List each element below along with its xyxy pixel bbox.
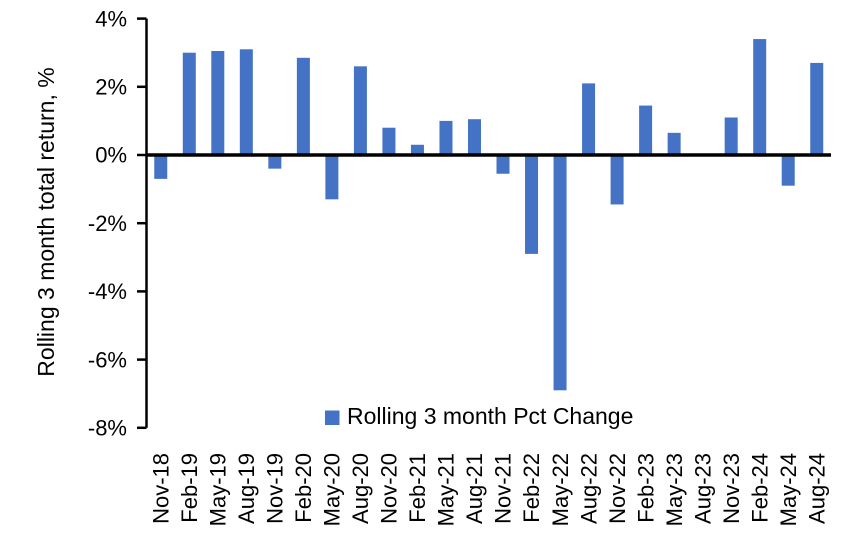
x-tick-label: May-22	[548, 453, 573, 526]
x-tick-label: Feb-22	[519, 453, 544, 523]
x-tick-label: Nov-23	[719, 453, 744, 524]
bar-Nov-20	[382, 127, 396, 155]
bar-Nov-18	[154, 155, 168, 179]
legend: Rolling 3 month Pct Change	[325, 403, 633, 429]
x-tick-label: Aug-21	[462, 453, 487, 524]
x-tick-label: May-19	[206, 453, 231, 526]
x-axis-labels: Nov-18 Feb-19 May-19 Aug-19 Nov-19 Feb-20 May-…	[148, 453, 829, 526]
x-tick-label: Feb-19	[177, 453, 202, 523]
x-tick-label: Aug-19	[234, 453, 259, 524]
x-tick-label: May-24	[776, 453, 801, 526]
bar-May-19	[211, 50, 225, 156]
x-tick-label: Nov-22	[605, 453, 630, 524]
bar-Nov-19	[268, 155, 282, 169]
y-tick-label: 4%	[95, 6, 127, 31]
y-tick-label: 2%	[95, 75, 127, 100]
y-tick-label: -8%	[88, 416, 127, 441]
bar-Feb-22	[525, 155, 539, 254]
bar-May-24	[781, 155, 795, 186]
y-tick-label: -2%	[88, 211, 127, 236]
x-tick-label: Nov-19	[263, 453, 288, 524]
bar-Feb-23	[639, 105, 653, 155]
x-tick-label: Feb-20	[291, 453, 316, 523]
x-tick-label: Aug-20	[348, 453, 373, 524]
y-axis: 4% 2% 0% -2% -4% -6% -8%	[88, 6, 148, 441]
x-tick-label: Feb-21	[405, 453, 430, 523]
bar-Nov-21	[496, 155, 510, 174]
y-tick-label: 0%	[95, 143, 127, 168]
bar-May-21	[439, 120, 453, 155]
x-tick-label: Nov-20	[377, 453, 402, 524]
bar-Feb-24	[753, 39, 767, 156]
x-tick-label: May-21	[434, 453, 459, 526]
y-tick-label: -6%	[88, 347, 127, 372]
bar-Nov-22	[610, 155, 624, 205]
x-tick-label: Aug-24	[804, 453, 829, 524]
bar-May-23	[667, 132, 681, 155]
y-tick-label: -4%	[88, 279, 127, 304]
bar-Aug-22	[582, 83, 596, 155]
legend-square-icon	[325, 410, 340, 425]
bars-group	[154, 39, 824, 391]
x-tick-label: May-23	[662, 453, 687, 526]
bar-May-22	[553, 155, 567, 391]
x-tick-label: Aug-23	[690, 453, 715, 524]
bar-Aug-21	[467, 119, 481, 155]
bar-Feb-19	[182, 52, 196, 156]
x-tick-label: Nov-18	[148, 453, 173, 524]
y-axis-title: Rolling 3 month total return, %	[33, 67, 59, 376]
legend-label: Rolling 3 month Pct Change	[347, 403, 633, 429]
x-tick-label: Aug-22	[576, 453, 601, 524]
x-tick-label: May-20	[320, 453, 345, 526]
bar-Aug-19	[239, 49, 253, 155]
x-tick-label: Nov-21	[491, 453, 516, 524]
bar-Feb-20	[296, 57, 310, 155]
bar-Nov-23	[724, 117, 738, 155]
bar-Aug-24	[810, 62, 824, 155]
bar-Feb-21	[410, 144, 424, 155]
bar-Aug-20	[353, 66, 367, 155]
x-tick-label: Feb-24	[747, 453, 772, 523]
bar-May-20	[325, 155, 339, 200]
x-tick-label: Feb-23	[633, 453, 658, 523]
